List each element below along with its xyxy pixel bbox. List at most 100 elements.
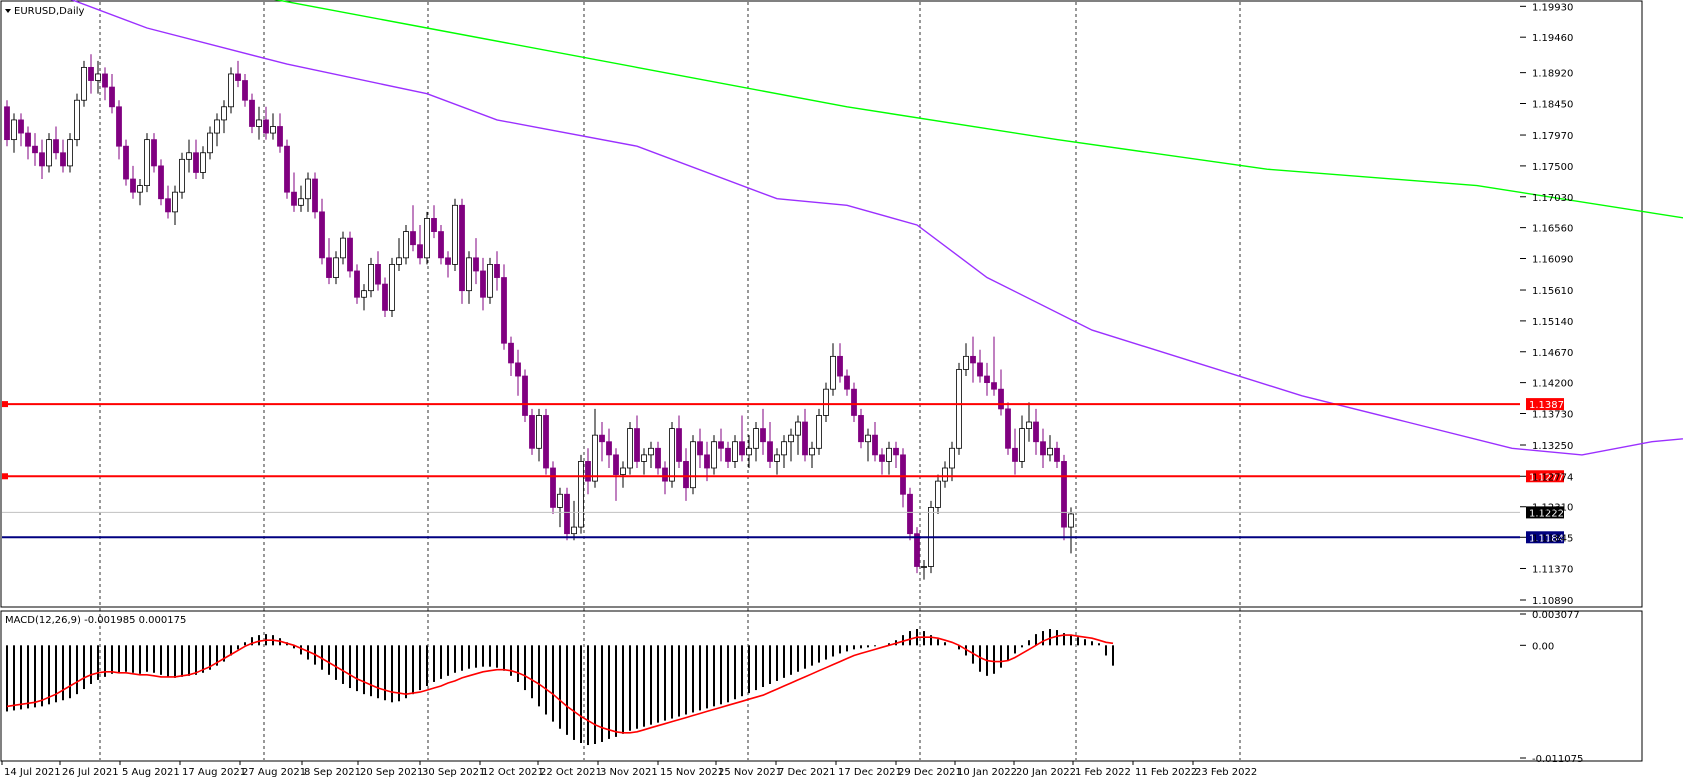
candle-bearish xyxy=(326,257,332,278)
time-tick-label: 15 Nov 2021 xyxy=(660,767,724,778)
candle-bearish xyxy=(900,454,906,495)
candle-bullish xyxy=(1047,447,1053,456)
candle-bullish xyxy=(46,139,52,167)
vertical-grid xyxy=(99,2,1241,760)
dropdown-triangle-icon[interactable] xyxy=(5,9,11,13)
symbol-title-group[interactable]: EURUSD,Daily xyxy=(5,6,85,17)
candle-bullish xyxy=(1019,428,1025,462)
moving-average-50-line xyxy=(70,0,1683,456)
time-tick-label: 26 Jul 2021 xyxy=(62,767,119,778)
macd-tick-label: -0.011075 xyxy=(1532,754,1583,765)
level-anchor-marker[interactable] xyxy=(2,473,8,480)
candle-bullish xyxy=(774,454,780,462)
time-axis: 14 Jul 2021 26 Jul 2021 5 Aug 2021 17 Aug 2… xyxy=(1,761,1257,778)
candle-bearish xyxy=(683,461,689,489)
time-tick-label: 29 Dec 2021 xyxy=(898,767,962,778)
candle-bullish xyxy=(424,218,430,259)
candle-bullish xyxy=(732,441,738,462)
candle-bearish xyxy=(32,145,38,154)
price-level-label: 1.13873 xyxy=(1529,400,1570,411)
candle-bullish xyxy=(781,441,787,456)
candle-bullish xyxy=(67,139,73,167)
price-level-label: 1.12774 xyxy=(1529,472,1570,483)
candle-bullish xyxy=(228,73,234,108)
candle-bullish xyxy=(1068,513,1074,528)
price-tick-label: 1.12774 xyxy=(1532,472,1573,483)
candle-bearish xyxy=(4,106,10,141)
candle-bearish xyxy=(613,454,619,475)
price-tick-label: 1.18450 xyxy=(1532,100,1573,111)
candle-bearish xyxy=(914,533,920,567)
candle-bullish xyxy=(711,441,717,469)
time-tick-label: 5 Aug 2021 xyxy=(122,767,180,778)
candle-bullish xyxy=(207,132,213,154)
candle-bearish xyxy=(697,441,703,456)
candle-bearish xyxy=(704,454,710,469)
candle-bullish xyxy=(830,355,836,390)
price-level-badge xyxy=(1526,398,1564,411)
candle-bearish xyxy=(508,342,514,364)
candle-bearish xyxy=(501,277,507,344)
candle-bearish xyxy=(998,388,1004,410)
time-tick-label: 10 Jan 2022 xyxy=(957,767,1017,778)
candle-bearish xyxy=(354,270,360,298)
candle-bearish xyxy=(606,441,612,456)
candle-bearish xyxy=(263,119,269,134)
candle-bullish xyxy=(137,185,143,193)
candle-bullish xyxy=(361,290,367,298)
macd-signal-line xyxy=(6,634,1114,734)
candle-bearish xyxy=(347,237,353,272)
candle-bullish xyxy=(389,264,395,311)
price-tick-label: 1.17500 xyxy=(1532,162,1573,173)
candle-bearish xyxy=(991,382,997,390)
time-tick-label: 30 Sep 2021 xyxy=(422,767,485,778)
candle-bullish xyxy=(753,428,759,449)
candle-bearish xyxy=(473,257,479,272)
candle-bearish xyxy=(123,145,129,180)
candle-bearish xyxy=(515,362,521,377)
price-tick-label: 1.11845 xyxy=(1532,533,1573,544)
price-level-label: 1.11845 xyxy=(1529,533,1570,544)
candle-bearish xyxy=(249,99,255,127)
candle-bullish xyxy=(648,447,654,456)
candle-bullish xyxy=(627,428,633,469)
price-panel-frame xyxy=(0,0,1643,608)
price-level-badge xyxy=(1526,506,1564,519)
symbol-title: EURUSD,Daily xyxy=(14,6,85,17)
time-tick-label: 8 Sep 2021 xyxy=(304,767,361,778)
candle-bearish xyxy=(130,178,136,193)
candle-bullish xyxy=(221,106,227,121)
candle-bearish xyxy=(893,447,899,456)
candle-bullish xyxy=(956,369,962,449)
price-tick-label: 1.11370 xyxy=(1532,564,1573,575)
price-tick-label: 1.18920 xyxy=(1532,69,1573,80)
price-axis: 1.19930 1.19460 1.18920 1.18450 1.17970 1.175… xyxy=(1520,2,1573,607)
candle-bullish xyxy=(214,119,220,134)
candle-bullish xyxy=(746,447,752,456)
candle-bearish xyxy=(116,106,122,147)
candle-bullish xyxy=(186,152,192,160)
candle-bullish xyxy=(466,257,472,292)
level-anchor-marker[interactable] xyxy=(2,401,8,408)
candle-bullish xyxy=(865,434,871,443)
candle-bullish xyxy=(886,447,892,462)
candle-bearish xyxy=(25,132,31,147)
time-tick-label: 3 Nov 2021 xyxy=(600,767,658,778)
candle-bullish xyxy=(403,231,409,259)
macd-indicator xyxy=(6,629,1114,746)
candle-bullish xyxy=(396,257,402,265)
candle-bearish xyxy=(1012,447,1018,462)
candle-bearish xyxy=(550,467,556,508)
candle-bullish xyxy=(333,257,339,278)
candle-bullish xyxy=(949,447,955,469)
candle-bearish xyxy=(417,244,423,259)
candle-bullish xyxy=(669,428,675,482)
candle-bearish xyxy=(410,231,416,246)
price-tick-label: 1.14200 xyxy=(1532,379,1573,390)
candle-bearish xyxy=(431,218,437,232)
candle-bearish xyxy=(851,388,857,416)
price-tick-label: 1.14670 xyxy=(1532,348,1573,359)
candle-bearish xyxy=(242,80,248,101)
